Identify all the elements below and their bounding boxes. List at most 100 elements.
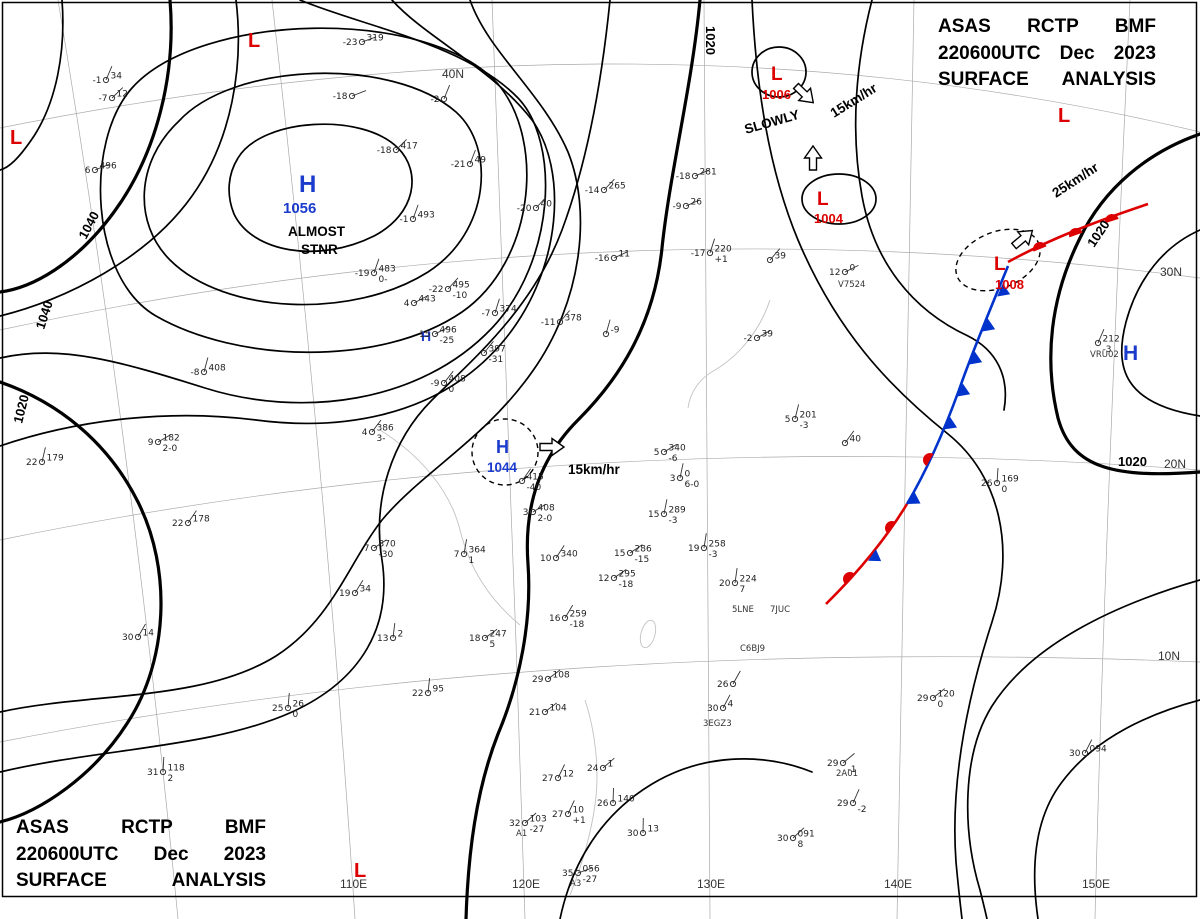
svg-text:29: 29 <box>532 675 544 685</box>
lon-label-120e: 120E <box>512 877 540 891</box>
cold-front-line <box>905 265 1010 505</box>
station-plot: 30 14 <box>122 623 155 643</box>
high-1056-note-2: STNR <box>301 242 338 257</box>
svg-text:3-: 3- <box>377 434 386 444</box>
low-mark: L <box>248 30 260 52</box>
station-plot: 21 104 <box>529 702 567 718</box>
station-plot: 30 4 <box>707 694 734 714</box>
station-plot: 26 140 <box>597 787 635 809</box>
svg-text:6-0: 6-0 <box>685 480 700 490</box>
svg-text:14: 14 <box>143 629 155 639</box>
station-code: 5LNE <box>732 605 754 615</box>
svg-text:118: 118 <box>168 764 185 774</box>
svg-text:370: 370 <box>379 540 396 550</box>
svg-text:247: 247 <box>490 630 507 640</box>
station-plot: -1 34 <box>93 66 122 86</box>
isobar-path <box>559 758 813 919</box>
svg-text:-3: -3 <box>669 516 678 526</box>
station-plot: -16 11 <box>595 250 630 265</box>
chart-datetime-line: 220600UTC Dec 2023 <box>938 42 1156 64</box>
svg-text:179: 179 <box>47 454 64 464</box>
station-plot: -14 265 <box>585 178 626 196</box>
svg-text:-18: -18 <box>619 580 634 590</box>
station-plot: 32 103-27 <box>509 812 547 835</box>
svg-text:496: 496 <box>100 162 117 172</box>
high-1044-symbol: H <box>496 437 509 457</box>
station-plot: 415-40 <box>518 468 544 493</box>
station-plot: -20 40 <box>517 196 552 214</box>
svg-text:9: 9 <box>148 438 154 448</box>
station-code: VRU02 <box>1090 350 1119 360</box>
svg-text:0: 0 <box>1002 485 1008 495</box>
svg-text:7: 7 <box>740 585 746 595</box>
svg-text:30: 30 <box>1069 749 1081 759</box>
station-plot: 19 34 <box>339 580 371 599</box>
svg-text:-18: -18 <box>377 146 392 156</box>
station-plot: 22 178 <box>172 510 210 529</box>
svg-text:319: 319 <box>367 34 384 44</box>
low-1004-value: 1004 <box>814 211 844 226</box>
stationary-front-line <box>825 503 909 605</box>
svg-text:39: 39 <box>762 330 774 340</box>
svg-text:26: 26 <box>717 680 729 690</box>
svg-text:-27: -27 <box>530 825 545 835</box>
svg-text:-3: -3 <box>800 421 809 431</box>
station-plot: -11 378 <box>541 310 582 328</box>
station-code: C6BJ9 <box>740 644 765 654</box>
svg-text:26: 26 <box>293 700 305 710</box>
title-block-top-right: ASAS RCTP BMF 220600UTC Dec 2023 SURFACE… <box>938 14 1156 94</box>
svg-text:397: 397 <box>489 345 506 355</box>
station-plot: 24 1 <box>587 757 615 774</box>
svg-text:30: 30 <box>627 829 639 839</box>
svg-text:493: 493 <box>418 211 435 221</box>
svg-text:8: 8 <box>798 840 804 850</box>
svg-text:32: 32 <box>509 819 520 829</box>
svg-text:1: 1 <box>469 556 475 566</box>
svg-text:15: 15 <box>648 510 659 520</box>
svg-text:-2: -2 <box>431 95 440 105</box>
svg-text:-9: -9 <box>611 326 620 336</box>
isobar-low-1004 <box>801 173 877 225</box>
svg-text:-17: -17 <box>691 249 706 259</box>
svg-text:-8: -8 <box>191 368 200 378</box>
station-code: V7524 <box>838 280 865 290</box>
svg-text:-11: -11 <box>541 318 556 328</box>
isobar-1020-east <box>1049 132 1200 476</box>
svg-text:-25: -25 <box>440 336 455 346</box>
isobar-path <box>0 0 611 773</box>
svg-text:26: 26 <box>981 479 993 489</box>
station-plot: 22 179 <box>26 447 64 468</box>
svg-text:-19: -19 <box>355 269 370 279</box>
svg-text:258: 258 <box>709 540 726 550</box>
station-plot: 27 10+1 <box>552 800 586 826</box>
svg-text:415: 415 <box>527 473 544 483</box>
svg-text:2-0: 2-0 <box>163 444 178 454</box>
svg-text:0: 0 <box>449 385 455 395</box>
station-code: A1 <box>516 829 527 839</box>
svg-text:12: 12 <box>829 268 840 278</box>
station-plot: -7 12 <box>99 87 128 104</box>
svg-text:-16: -16 <box>595 254 610 264</box>
map-labels: 1040 1040 1020 1020 1020 1020 40N 30N 20… <box>10 26 1186 891</box>
station-plot: 29 108 <box>532 669 570 685</box>
svg-text:-18: -18 <box>676 172 691 182</box>
chart-type-line: SURFACE ANALYSIS <box>16 870 266 892</box>
isobar-1040 <box>0 0 173 294</box>
isobar-path <box>99 27 528 354</box>
low-1006-motion: SLOWLY <box>743 107 801 137</box>
svg-text:-20: -20 <box>517 204 532 214</box>
svg-text:417: 417 <box>401 142 418 152</box>
station-plot: 5 340-6 <box>654 444 686 465</box>
high-1044-speed: 15km/hr <box>568 462 621 477</box>
svg-text:-1: -1 <box>848 765 857 775</box>
lat-label-30n: 30N <box>1160 265 1182 279</box>
station-plot: 27 12 <box>542 764 574 784</box>
svg-text:30: 30 <box>122 633 134 643</box>
svg-text:182: 182 <box>163 434 180 444</box>
lat-label-10n: 10N <box>1158 649 1180 663</box>
